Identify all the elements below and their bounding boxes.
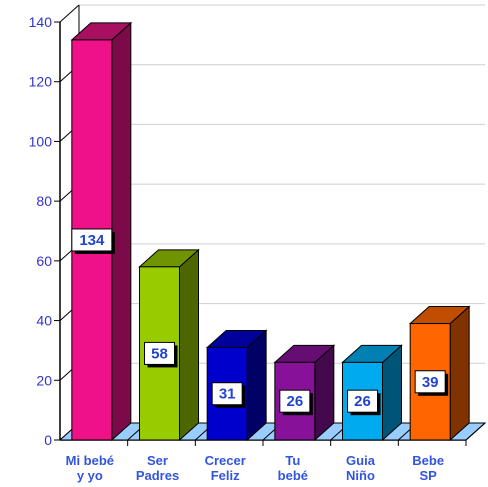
y-tick-label: 140	[29, 14, 53, 30]
x-tick-label: y yo	[77, 468, 103, 483]
data-label-box	[347, 389, 378, 413]
y-tick-label: 0	[44, 432, 52, 448]
data-label-box	[414, 370, 446, 394]
y-tick-label: 60	[36, 253, 52, 269]
data-label: 26	[354, 393, 371, 410]
y-tick-label: 20	[36, 372, 52, 388]
x-tick-label: Guia	[346, 453, 376, 468]
data-label-box	[144, 341, 175, 365]
bar-side	[111, 21, 132, 442]
y-tick-label: 40	[36, 313, 52, 329]
data-label-box	[211, 382, 243, 406]
x-tick-label: bebé	[278, 468, 308, 483]
data-label: 31	[219, 386, 236, 403]
x-tick-label: SP	[419, 468, 437, 483]
x-tick-label: Bebe	[412, 453, 444, 468]
data-label-box	[71, 228, 113, 252]
bar-side	[449, 305, 470, 442]
x-tick-label: Feliz	[211, 468, 240, 483]
bars	[70, 21, 471, 442]
x-tick-label: Padres	[136, 468, 179, 483]
x-tick-label: Crecer	[205, 453, 246, 468]
data-label: 58	[151, 345, 168, 362]
y-tick-label: 120	[29, 74, 53, 90]
data-label-box	[279, 389, 311, 413]
y-tick-label: 80	[36, 193, 52, 209]
data-label: 26	[286, 393, 303, 410]
x-tick-label: Niño	[346, 468, 375, 483]
y-tick-connector	[59, 4, 80, 23]
x-tick-label: Mi bebé	[66, 453, 114, 468]
floor-divider	[465, 422, 486, 441]
y-tick-label: 100	[29, 133, 53, 149]
data-label: 134	[79, 232, 105, 249]
bar-side	[246, 329, 267, 442]
x-tick-label: Ser	[147, 453, 168, 468]
data-label: 39	[422, 374, 439, 391]
x-tick-label: Tu	[285, 453, 300, 468]
bar-side	[179, 248, 199, 442]
